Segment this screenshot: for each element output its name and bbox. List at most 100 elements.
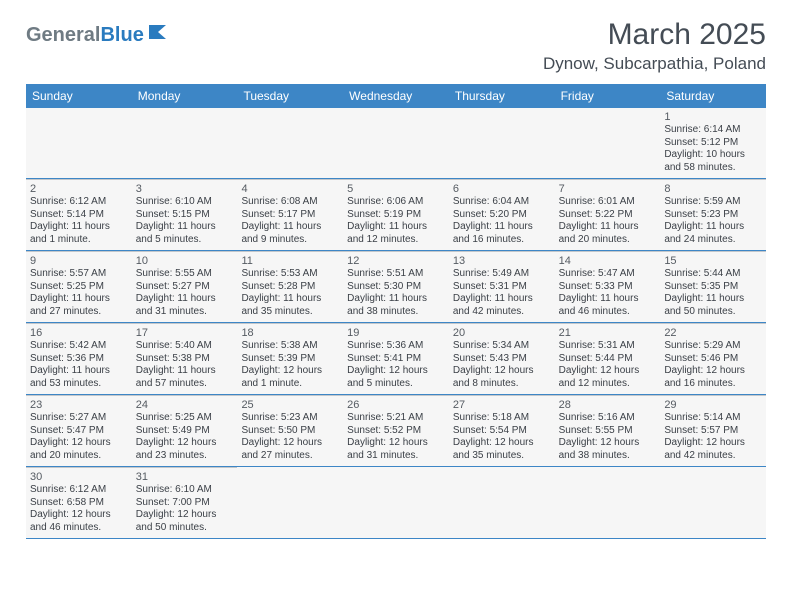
weekday-header: Sunday bbox=[26, 84, 132, 108]
day-cell: 27Sunrise: 5:18 AMSunset: 5:54 PMDayligh… bbox=[449, 395, 555, 466]
day-number: 11 bbox=[241, 255, 339, 267]
week-row: 23Sunrise: 5:27 AMSunset: 5:47 PMDayligh… bbox=[26, 395, 766, 467]
daylight-text: Daylight: 12 hours bbox=[30, 509, 128, 522]
sunrise-text: Sunrise: 6:14 AM bbox=[664, 124, 762, 137]
sunset-text: Sunset: 5:14 PM bbox=[30, 209, 128, 222]
day-cell: 17Sunrise: 5:40 AMSunset: 5:38 PMDayligh… bbox=[132, 323, 238, 394]
sunrise-text: Sunrise: 5:57 AM bbox=[30, 268, 128, 281]
day-number: 7 bbox=[559, 183, 657, 195]
daylight-text: and 20 minutes. bbox=[30, 450, 128, 463]
sunset-text: Sunset: 5:47 PM bbox=[30, 425, 128, 438]
day-cell: 28Sunrise: 5:16 AMSunset: 5:55 PMDayligh… bbox=[555, 395, 661, 466]
sunrise-text: Sunrise: 5:23 AM bbox=[241, 412, 339, 425]
daylight-text: Daylight: 11 hours bbox=[136, 365, 234, 378]
sunrise-text: Sunrise: 6:10 AM bbox=[136, 196, 234, 209]
sunset-text: Sunset: 5:49 PM bbox=[136, 425, 234, 438]
day-cell: 6Sunrise: 6:04 AMSunset: 5:20 PMDaylight… bbox=[449, 179, 555, 250]
day-cell: 20Sunrise: 5:34 AMSunset: 5:43 PMDayligh… bbox=[449, 323, 555, 394]
page-header: GeneralBlue March 2025 Dynow, Subcarpath… bbox=[26, 18, 766, 74]
day-number: 18 bbox=[241, 327, 339, 339]
daylight-text: and 20 minutes. bbox=[559, 234, 657, 247]
day-cell bbox=[343, 108, 449, 178]
day-number: 20 bbox=[453, 327, 551, 339]
day-cell: 16Sunrise: 5:42 AMSunset: 5:36 PMDayligh… bbox=[26, 323, 132, 394]
sunset-text: Sunset: 5:38 PM bbox=[136, 353, 234, 366]
sunset-text: Sunset: 5:33 PM bbox=[559, 281, 657, 294]
weekday-header: Friday bbox=[555, 84, 661, 108]
sunset-text: Sunset: 5:20 PM bbox=[453, 209, 551, 222]
sunrise-text: Sunrise: 5:42 AM bbox=[30, 340, 128, 353]
day-cell: 21Sunrise: 5:31 AMSunset: 5:44 PMDayligh… bbox=[555, 323, 661, 394]
day-number: 27 bbox=[453, 399, 551, 411]
day-cell: 9Sunrise: 5:57 AMSunset: 5:25 PMDaylight… bbox=[26, 251, 132, 322]
daylight-text: and 8 minutes. bbox=[453, 378, 551, 391]
daylight-text: and 38 minutes. bbox=[347, 306, 445, 319]
daylight-text: Daylight: 12 hours bbox=[241, 437, 339, 450]
sunrise-text: Sunrise: 6:12 AM bbox=[30, 484, 128, 497]
sunset-text: Sunset: 5:27 PM bbox=[136, 281, 234, 294]
daylight-text: Daylight: 12 hours bbox=[347, 365, 445, 378]
sunrise-text: Sunrise: 5:59 AM bbox=[664, 196, 762, 209]
day-number: 8 bbox=[664, 183, 762, 195]
daylight-text: and 24 minutes. bbox=[664, 234, 762, 247]
day-cell: 24Sunrise: 5:25 AMSunset: 5:49 PMDayligh… bbox=[132, 395, 238, 466]
daylight-text: and 50 minutes. bbox=[664, 306, 762, 319]
daylight-text: Daylight: 11 hours bbox=[136, 221, 234, 234]
daylight-text: and 38 minutes. bbox=[559, 450, 657, 463]
day-cell: 3Sunrise: 6:10 AMSunset: 5:15 PMDaylight… bbox=[132, 179, 238, 250]
day-number: 30 bbox=[30, 471, 128, 483]
day-number: 1 bbox=[664, 111, 762, 123]
week-row: 1Sunrise: 6:14 AMSunset: 5:12 PMDaylight… bbox=[26, 108, 766, 179]
daylight-text: and 1 minute. bbox=[30, 234, 128, 247]
sunset-text: Sunset: 5:46 PM bbox=[664, 353, 762, 366]
sunrise-text: Sunrise: 5:34 AM bbox=[453, 340, 551, 353]
logo-text-blue: Blue bbox=[100, 24, 143, 47]
daylight-text: Daylight: 11 hours bbox=[559, 293, 657, 306]
daylight-text: Daylight: 12 hours bbox=[559, 365, 657, 378]
sunset-text: Sunset: 5:36 PM bbox=[30, 353, 128, 366]
sunset-text: Sunset: 5:39 PM bbox=[241, 353, 339, 366]
day-cell: 4Sunrise: 6:08 AMSunset: 5:17 PMDaylight… bbox=[237, 179, 343, 250]
logo-text-gray: General bbox=[26, 24, 100, 47]
sunrise-text: Sunrise: 5:38 AM bbox=[241, 340, 339, 353]
daylight-text: Daylight: 10 hours bbox=[664, 149, 762, 162]
sunrise-text: Sunrise: 5:51 AM bbox=[347, 268, 445, 281]
daylight-text: Daylight: 11 hours bbox=[136, 293, 234, 306]
daylight-text: and 27 minutes. bbox=[241, 450, 339, 463]
day-cell: 26Sunrise: 5:21 AMSunset: 5:52 PMDayligh… bbox=[343, 395, 449, 466]
calendar-grid: Sunday Monday Tuesday Wednesday Thursday… bbox=[26, 84, 766, 539]
daylight-text: and 23 minutes. bbox=[136, 450, 234, 463]
day-number: 17 bbox=[136, 327, 234, 339]
day-number: 25 bbox=[241, 399, 339, 411]
daylight-text: Daylight: 12 hours bbox=[664, 365, 762, 378]
day-cell: 19Sunrise: 5:36 AMSunset: 5:41 PMDayligh… bbox=[343, 323, 449, 394]
daylight-text: and 31 minutes. bbox=[347, 450, 445, 463]
sunrise-text: Sunrise: 6:04 AM bbox=[453, 196, 551, 209]
sunrise-text: Sunrise: 5:36 AM bbox=[347, 340, 445, 353]
daylight-text: Daylight: 11 hours bbox=[559, 221, 657, 234]
daylight-text: Daylight: 12 hours bbox=[347, 437, 445, 450]
day-number: 14 bbox=[559, 255, 657, 267]
calendar-page: GeneralBlue March 2025 Dynow, Subcarpath… bbox=[0, 0, 792, 549]
sunset-text: Sunset: 5:50 PM bbox=[241, 425, 339, 438]
sunrise-text: Sunrise: 5:16 AM bbox=[559, 412, 657, 425]
sunset-text: Sunset: 5:43 PM bbox=[453, 353, 551, 366]
daylight-text: and 12 minutes. bbox=[559, 378, 657, 391]
sunset-text: Sunset: 5:57 PM bbox=[664, 425, 762, 438]
daylight-text: Daylight: 11 hours bbox=[241, 221, 339, 234]
daylight-text: and 16 minutes. bbox=[453, 234, 551, 247]
day-number: 29 bbox=[664, 399, 762, 411]
daylight-text: and 31 minutes. bbox=[136, 306, 234, 319]
day-number: 15 bbox=[664, 255, 762, 267]
daylight-text: and 46 minutes. bbox=[30, 522, 128, 535]
sunset-text: Sunset: 5:54 PM bbox=[453, 425, 551, 438]
title-month: March 2025 bbox=[543, 18, 766, 52]
weekday-header: Saturday bbox=[660, 84, 766, 108]
day-number: 31 bbox=[136, 471, 234, 483]
week-row: 9Sunrise: 5:57 AMSunset: 5:25 PMDaylight… bbox=[26, 251, 766, 323]
daylight-text: Daylight: 11 hours bbox=[30, 293, 128, 306]
daylight-text: Daylight: 12 hours bbox=[664, 437, 762, 450]
day-number: 23 bbox=[30, 399, 128, 411]
daylight-text: Daylight: 12 hours bbox=[136, 509, 234, 522]
day-cell: 5Sunrise: 6:06 AMSunset: 5:19 PMDaylight… bbox=[343, 179, 449, 250]
